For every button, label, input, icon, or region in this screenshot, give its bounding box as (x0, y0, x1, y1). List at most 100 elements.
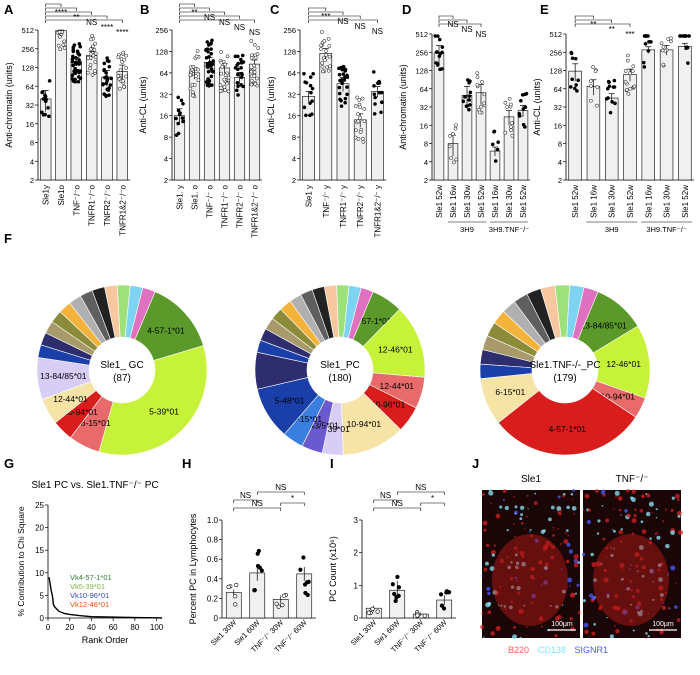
data-point (439, 603, 445, 608)
micrograph-signal (540, 625, 543, 628)
y-tick-label: 8 (30, 139, 34, 148)
data-point (302, 105, 307, 110)
data-point (642, 34, 647, 38)
data-point (339, 104, 344, 109)
significance-bracket (280, 502, 305, 506)
y-tick-label: 256 (21, 45, 34, 54)
slice-label: 13-84/85*01 (40, 371, 87, 381)
y-tick-label: 64 (26, 82, 34, 91)
micrograph-signal (513, 626, 516, 629)
significance-bracket (179, 3, 195, 7)
x-tick-label: 60 (109, 623, 118, 632)
panel-letter: A (4, 2, 14, 17)
data-point (370, 606, 375, 611)
data-point (107, 64, 112, 69)
data-point (320, 30, 324, 34)
panel-letter: H (182, 456, 191, 471)
y-tick-label: 2 (30, 176, 34, 185)
data-point (302, 582, 308, 587)
micrograph-signal (631, 497, 636, 503)
micrograph-signal (571, 506, 577, 511)
y-tick-label: 128 (415, 67, 428, 76)
significance-label: NS (219, 18, 230, 27)
y-tick-label: 16 (288, 112, 296, 121)
data-point (669, 36, 673, 41)
data-point (356, 137, 361, 141)
data-point (93, 41, 98, 46)
x-tick-label: Sle1 52w (571, 185, 580, 218)
pie-sle1-pc: 4-57-1*01 12-46*01 12-44*01 10-96*01 10-94*0… (254, 284, 426, 456)
slice-label: 4-57-1*01 (147, 326, 185, 336)
data-point (226, 89, 231, 94)
pie-slice (347, 287, 374, 340)
chart-panel-H: 0 0.2 0.4 0.6 0.8 1.0 Percent PC in Lymphocyte… (188, 483, 316, 654)
significance-bracket (45, 15, 108, 19)
micrograph-signal (631, 489, 636, 494)
data-point (41, 97, 46, 101)
data-point (219, 60, 224, 65)
data-point (196, 78, 201, 82)
data-point (437, 37, 442, 42)
chart-panel-A: 2 4 8 16 32 64 128 256 512 Anti-chromatin (units)… (4, 3, 130, 236)
data-point (380, 90, 384, 95)
data-point (626, 91, 631, 96)
micrograph-signal (583, 622, 589, 628)
data-point (86, 70, 90, 75)
data-point (205, 40, 210, 44)
micrograph-signal (526, 494, 529, 497)
y-axis-label: Anti-CL (units) (266, 76, 276, 133)
data-point (89, 37, 93, 42)
data-point (176, 121, 180, 126)
data-point (70, 59, 75, 64)
micrograph-signal (487, 610, 492, 615)
data-point (463, 95, 467, 99)
micrograph-signal (654, 532, 658, 535)
chart-panel-B: 2 4 8 16 32 64 128 256 Anti-CL (units) Sle1. y Sle… (138, 3, 262, 238)
data-point (454, 123, 458, 128)
micrograph-signal (570, 492, 574, 496)
data-point (40, 110, 44, 115)
micrograph-signal (588, 593, 594, 598)
data-point (93, 69, 97, 73)
bar (641, 49, 655, 181)
data-point (88, 47, 93, 51)
micrograph-signal (645, 637, 648, 639)
data-point (76, 61, 81, 66)
data-point (507, 96, 512, 101)
data-point (226, 584, 231, 590)
data-point (467, 94, 472, 98)
data-point (255, 551, 260, 556)
data-point (438, 51, 443, 56)
data-point (343, 75, 347, 79)
data-point (604, 96, 609, 101)
data-point (661, 62, 666, 67)
data-point (343, 96, 348, 101)
data-point (589, 84, 593, 88)
micrograph-signal (647, 634, 650, 638)
micrograph-signal (513, 522, 515, 525)
micrograph-signal (590, 552, 594, 557)
data-point (188, 86, 193, 91)
data-point (57, 30, 62, 34)
micrograph-signal (493, 544, 496, 547)
data-point (320, 69, 325, 74)
y-tick-label: 256 (283, 26, 296, 35)
y-tick-label: 64 (160, 69, 168, 78)
data-point (90, 72, 95, 77)
y-axis-label: Anti-chromatin (units) (4, 62, 14, 148)
micrograph-signal (648, 501, 654, 507)
data-point (40, 90, 45, 94)
stain-legend: B220 (508, 645, 529, 655)
data-point (236, 84, 240, 89)
significance-label: NS (234, 23, 245, 32)
data-point (47, 79, 52, 83)
micrograph-signal (582, 599, 586, 603)
bar (173, 115, 186, 181)
significance-label: NS (240, 491, 251, 500)
pie-center-count: (179) (553, 373, 576, 384)
x-tick-label: TNFR1⁻/⁻ y (339, 185, 348, 228)
data-point (449, 156, 453, 160)
data-point (240, 53, 245, 58)
micrograph-signal (520, 513, 524, 517)
data-point (379, 110, 383, 115)
